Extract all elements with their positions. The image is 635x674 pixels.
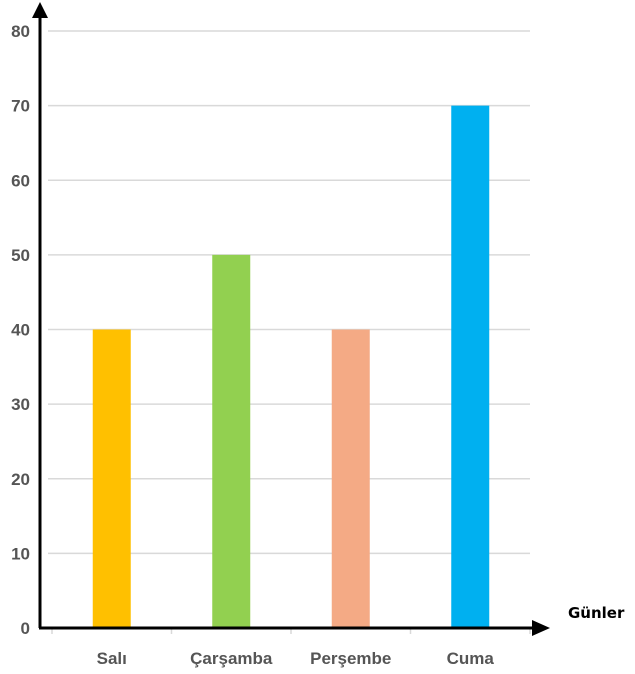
y-axis-arrow-icon <box>32 2 48 18</box>
y-tick-label: 50 <box>11 246 30 265</box>
x-tick-label: Salı <box>97 649 127 668</box>
y-tick-label: 80 <box>11 22 30 41</box>
y-tick-label: 40 <box>11 321 30 340</box>
y-tick-label: 0 <box>21 619 30 638</box>
x-axis-arrow-icon <box>532 620 550 636</box>
x-tick-labels: Salı Çarşamba Perşembe Cuma <box>97 649 495 668</box>
y-tick-label: 20 <box>11 470 30 489</box>
bar <box>331 329 370 628</box>
x-axis-title: Günler <box>568 604 625 622</box>
bar <box>212 254 251 628</box>
y-tick-label: 10 <box>11 544 30 563</box>
x-tick-label: Çarşamba <box>190 649 273 668</box>
y-tick-label: 60 <box>11 171 30 190</box>
axes <box>32 2 550 636</box>
y-tick-labels: 0 10 20 30 40 50 60 70 80 <box>11 22 30 638</box>
x-tick-label: Cuma <box>447 649 495 668</box>
bar <box>451 105 490 628</box>
bar <box>92 329 131 628</box>
y-tick-label: 70 <box>11 97 30 116</box>
y-tick-label: 30 <box>11 395 30 414</box>
bars <box>92 105 490 628</box>
x-tick-label: Perşembe <box>310 649 391 668</box>
